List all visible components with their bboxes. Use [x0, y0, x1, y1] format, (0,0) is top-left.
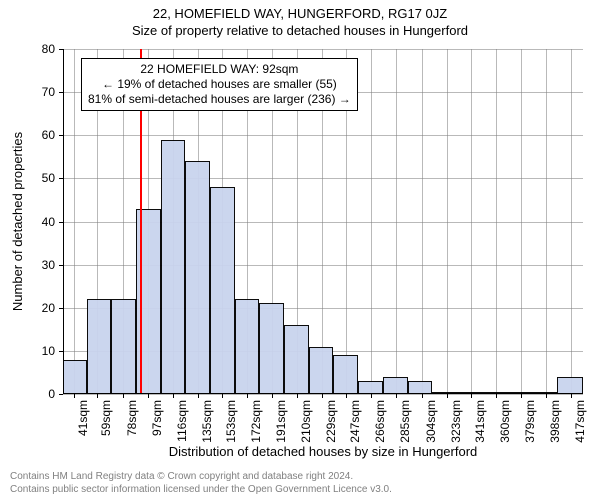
x-tick-mark	[272, 394, 273, 398]
x-tick-label: 266sqm	[371, 400, 387, 443]
x-tick-label: 379sqm	[521, 400, 537, 443]
histogram-bar	[557, 377, 583, 394]
x-tick-label: 135sqm	[198, 400, 214, 443]
annotation-line2: ← 19% of detached houses are smaller (55…	[88, 77, 351, 92]
x-tick-label: 116sqm	[173, 400, 189, 442]
x-tick-label: 153sqm	[222, 400, 238, 443]
annotation-box: 22 HOMEFIELD WAY: 92sqm ← 19% of detache…	[81, 58, 358, 111]
annotation-line3: 81% of semi-detached houses are larger (…	[88, 92, 351, 107]
x-tick-mark	[422, 394, 423, 398]
histogram-bar	[185, 161, 210, 394]
x-tick-label: 247sqm	[346, 400, 362, 443]
histogram-bar	[333, 355, 358, 394]
x-tick-mark	[496, 394, 497, 398]
y-tick-label: 40	[42, 215, 63, 229]
histogram-bar	[284, 325, 309, 394]
chart-container: 22, HOMEFIELD WAY, HUNGERFORD, RG17 0JZ …	[0, 0, 600, 500]
x-tick-mark	[247, 394, 248, 398]
x-tick-mark	[97, 394, 98, 398]
x-tick-label: 417sqm	[571, 400, 587, 443]
chart-subtitle: Size of property relative to detached ho…	[0, 23, 600, 40]
histogram-bar	[87, 299, 111, 394]
x-tick-mark	[173, 394, 174, 398]
x-tick-label: 398sqm	[546, 400, 562, 443]
y-tick-label: 10	[42, 344, 63, 358]
histogram-bar	[309, 347, 333, 394]
y-tick-label: 70	[42, 85, 63, 99]
x-tick-label: 210sqm	[297, 400, 313, 443]
x-tick-label: 323sqm	[447, 400, 463, 443]
x-tick-mark	[297, 394, 298, 398]
histogram-bar	[210, 187, 235, 394]
x-tick-label: 229sqm	[322, 400, 338, 443]
y-tick-label: 30	[42, 258, 63, 272]
y-tick-label: 20	[42, 301, 63, 315]
histogram-bar	[383, 377, 408, 394]
x-tick-mark	[198, 394, 199, 398]
x-tick-label: 41sqm	[74, 400, 90, 436]
histogram-bar	[161, 140, 185, 394]
y-axis-title: Number of detached properties	[10, 49, 26, 394]
x-tick-mark	[346, 394, 347, 398]
x-tick-label: 78sqm	[123, 400, 139, 436]
y-axis-line	[63, 49, 64, 394]
footer-line1: Contains HM Land Registry data © Crown c…	[10, 471, 392, 484]
x-tick-mark	[371, 394, 372, 398]
plot-area: 01020304050607080 41sqm59sqm78sqm97sqm11…	[63, 49, 583, 394]
histogram-bar	[235, 299, 259, 394]
histogram-bar	[259, 303, 284, 394]
x-tick-mark	[74, 394, 75, 398]
x-tick-label: 97sqm	[148, 400, 164, 436]
x-tick-mark	[396, 394, 397, 398]
x-tick-label: 59sqm	[97, 400, 113, 436]
x-tick-mark	[471, 394, 472, 398]
x-tick-mark	[322, 394, 323, 398]
y-tick-label: 0	[48, 387, 63, 401]
x-tick-mark	[546, 394, 547, 398]
histogram-bar	[111, 299, 136, 394]
x-tick-mark	[521, 394, 522, 398]
y-tick-label: 80	[42, 42, 63, 56]
x-tick-mark	[222, 394, 223, 398]
x-tick-label: 360sqm	[496, 400, 512, 443]
chart-title: 22, HOMEFIELD WAY, HUNGERFORD, RG17 0JZ	[0, 0, 600, 23]
histogram-bar	[63, 360, 87, 395]
x-tick-mark	[571, 394, 572, 398]
x-tick-mark	[123, 394, 124, 398]
y-tick-label: 50	[42, 171, 63, 185]
y-tick-label: 60	[42, 128, 63, 142]
footer-text: Contains HM Land Registry data © Crown c…	[10, 471, 392, 496]
x-tick-label: 285sqm	[396, 400, 412, 443]
x-tick-label: 341sqm	[471, 400, 487, 443]
x-tick-mark	[148, 394, 149, 398]
x-tick-label: 304sqm	[422, 400, 438, 443]
x-tick-mark	[447, 394, 448, 398]
x-axis-title: Distribution of detached houses by size …	[63, 444, 583, 459]
footer-line2: Contains public sector information licen…	[10, 484, 392, 497]
x-tick-label: 191sqm	[272, 400, 288, 443]
x-tick-label: 172sqm	[247, 400, 263, 443]
annotation-line1: 22 HOMEFIELD WAY: 92sqm	[88, 62, 351, 77]
